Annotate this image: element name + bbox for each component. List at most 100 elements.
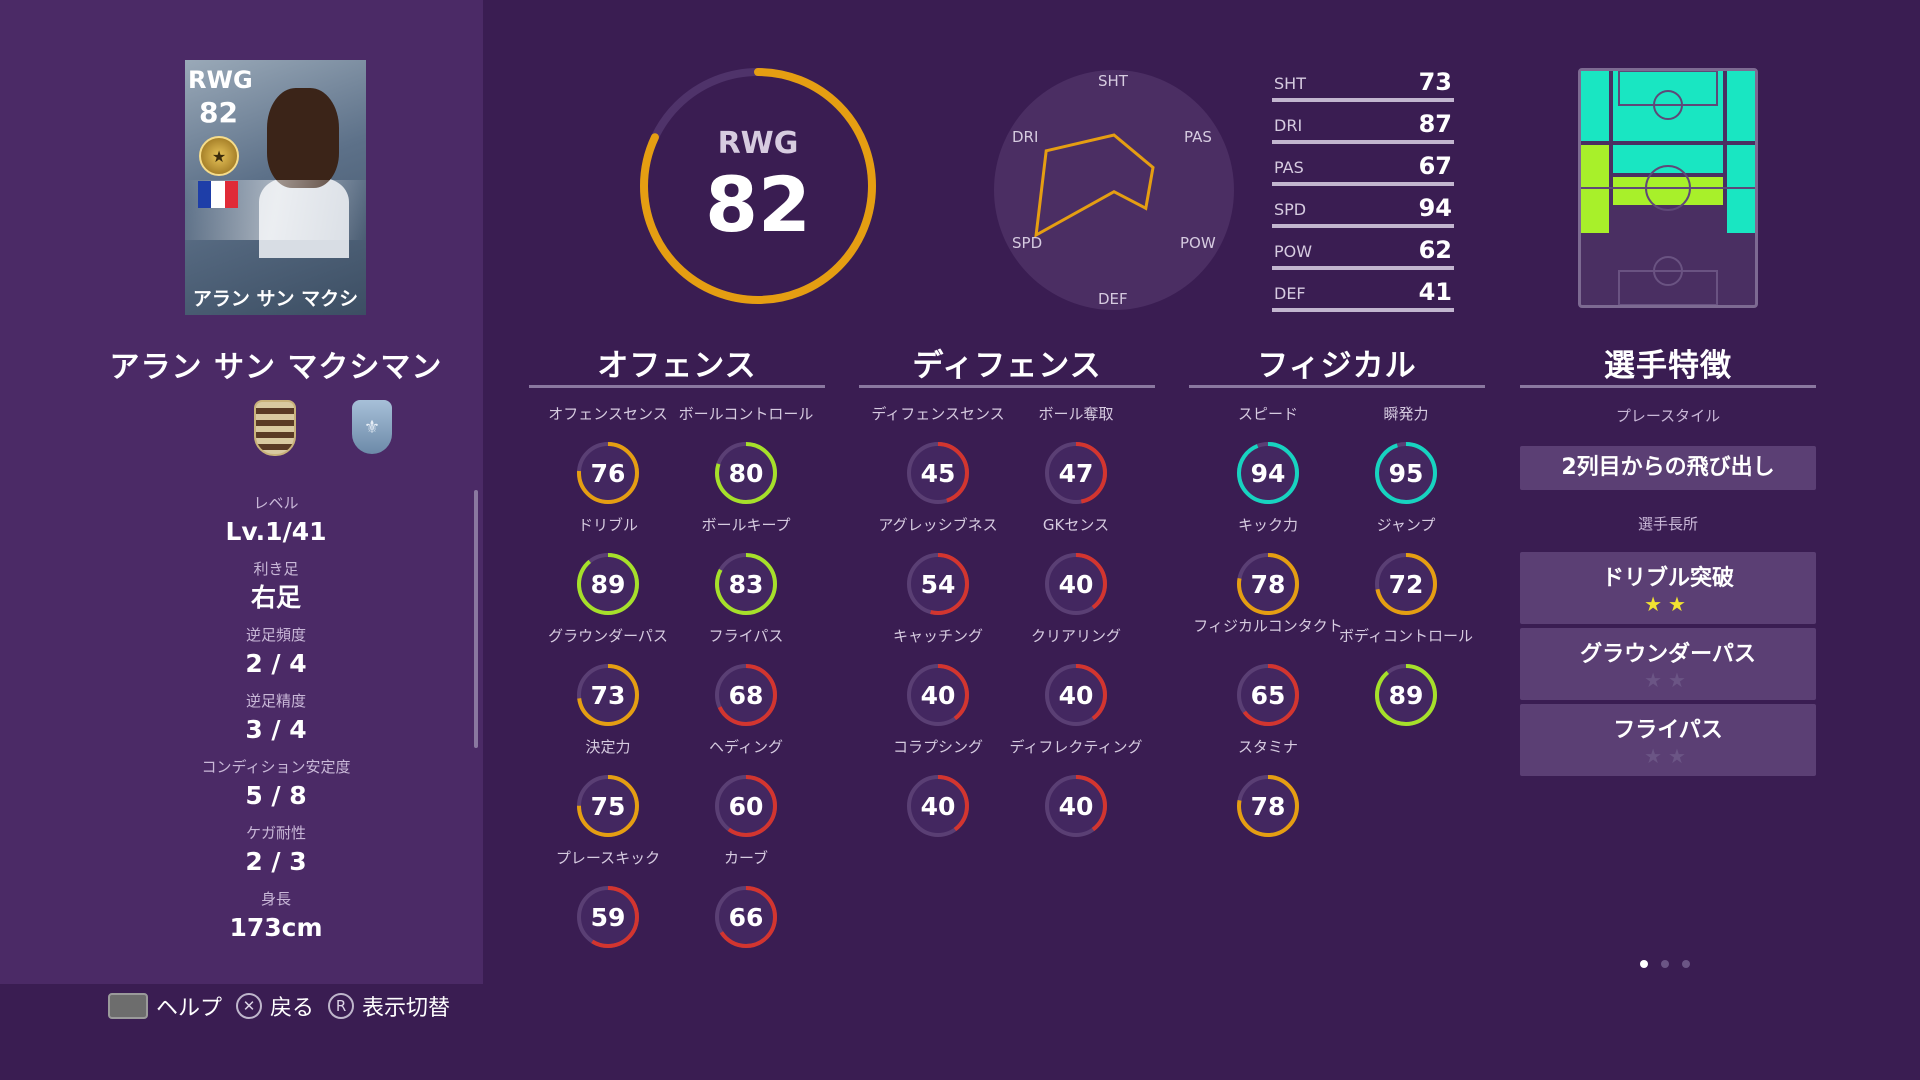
dial-arc xyxy=(715,775,777,837)
r-button-icon: R xyxy=(328,993,355,1019)
overall-position: RWG xyxy=(717,126,799,161)
info-weak-foot-accuracy: 逆足精度 3 / 4 xyxy=(245,692,307,744)
overall-rating-ring xyxy=(640,68,876,304)
stat-physical-contact: フィジカルコンタクト 65 xyxy=(1193,618,1343,728)
stat-defensive-awareness: ディフェンスセンス 45 xyxy=(863,406,1013,506)
skill-item[interactable]: ドリブル突破 ★★ xyxy=(1520,552,1816,624)
player-profile-list: レベル Lv.1/41 利き足 右足 逆足頻度 2 / 4 逆足精度 3 / 4… xyxy=(0,492,552,954)
radar-background xyxy=(994,70,1234,310)
cross-button-icon: ✕ xyxy=(236,993,263,1019)
dial-arc xyxy=(577,664,639,726)
skill-stars: ★★ xyxy=(1520,744,1816,768)
dial-arc xyxy=(1375,442,1437,504)
dial-arc xyxy=(1045,664,1107,726)
stat-bar-pas: PAS 67 xyxy=(1272,150,1454,192)
radar-shape xyxy=(1034,133,1155,238)
stat-heading: ヘディング 60 xyxy=(671,739,821,839)
stat-gk-catching: キャッチング 40 xyxy=(863,628,1013,728)
stat-bar-pow: POW 62 xyxy=(1272,234,1454,276)
dial-arc xyxy=(715,886,777,948)
radar-label-sht: SHT xyxy=(1098,72,1128,90)
dial-arc xyxy=(1045,775,1107,837)
dial-arc xyxy=(907,553,969,615)
dial-arc xyxy=(715,664,777,726)
info-form: コンディション安定度 5 / 8 xyxy=(201,758,351,810)
player-info-panel: RWG 82 ★ アラン サン マクシマン アラン サン マクシマン ⚜ レベル… xyxy=(0,0,483,984)
physical-underline xyxy=(1189,385,1485,388)
star-icon: ★ xyxy=(1644,744,1668,768)
zone-amf xyxy=(1613,145,1723,173)
featured-badge-icon: ★ xyxy=(199,136,239,176)
player-name: アラン サン マクシマン xyxy=(109,350,443,385)
touchpad-icon xyxy=(108,993,148,1019)
dial-arc xyxy=(1045,442,1107,504)
stat-balance: ボディコントロール 89 xyxy=(1331,628,1481,728)
info-injury-resistance: ケガ耐性 2 / 3 xyxy=(245,824,307,876)
radar-label-def: DEF xyxy=(1098,290,1128,308)
zone-cmf xyxy=(1613,177,1723,205)
dial-arc xyxy=(1237,442,1299,504)
star-icon: ★ xyxy=(1668,592,1692,616)
dial-arc xyxy=(1237,775,1299,837)
info-strong-foot: 利き足 右足 xyxy=(250,560,301,612)
traits-underline xyxy=(1520,385,1816,388)
traits-title: 選手特徴 xyxy=(1604,348,1732,384)
league-logo-icon: ⚜ xyxy=(352,400,392,454)
stat-ball-control: ボールコントロール 80 xyxy=(671,406,821,506)
radar-label-pow: POW xyxy=(1180,234,1216,252)
playstyle-value[interactable]: 2列目からの飛び出し xyxy=(1520,446,1816,490)
skill-item[interactable]: グラウンダーパス ★★ xyxy=(1520,628,1816,700)
stat-bar-sht: SHT 73 xyxy=(1272,66,1454,108)
radar-label-pas: PAS xyxy=(1184,128,1212,146)
page-dot[interactable] xyxy=(1682,960,1690,968)
page-dot[interactable] xyxy=(1640,960,1648,968)
offense-title: オフェンス xyxy=(597,348,757,384)
traits-panel: プレースタイル 2列目からの飛び出し 選手長所 ドリブル突破 ★★ グラウンダー… xyxy=(1520,400,1816,780)
toggle-view-hint[interactable]: R 表示切替 xyxy=(328,990,450,1022)
dial-arc xyxy=(907,664,969,726)
skill-list: ドリブル突破 ★★ グラウンダーパス ★★ フライパス ★★ xyxy=(1520,552,1816,776)
star-icon: ★ xyxy=(1668,744,1692,768)
dial-arc xyxy=(907,442,969,504)
stat-speed: スピード 94 xyxy=(1193,406,1343,506)
defense-underline xyxy=(859,385,1155,388)
player-card: RWG 82 ★ アラン サン マクシマン xyxy=(185,60,366,315)
dial-arc xyxy=(715,553,777,615)
page-dot[interactable] xyxy=(1661,960,1669,968)
back-hint[interactable]: ✕ 戻る xyxy=(236,990,314,1022)
affiliation-icons: ⚜ xyxy=(148,400,468,460)
info-level: レベル Lv.1/41 xyxy=(225,494,327,546)
stat-aggression: アグレッシブネス 54 xyxy=(863,517,1013,617)
dial-arc xyxy=(1045,553,1107,615)
physical-title: フィジカル xyxy=(1257,348,1417,384)
help-hint[interactable]: ヘルプ xyxy=(108,990,222,1022)
skill-stars: ★★ xyxy=(1520,668,1816,692)
stat-offensive-awareness: オフェンスセンス 76 xyxy=(533,406,683,506)
summary-stat-bars: SHT 73 DRI 87 PAS 67 SPD 94 POW 62 DEF 41 xyxy=(1272,66,1454,318)
zone-rwf xyxy=(1727,71,1755,141)
skills-label: 選手長所 xyxy=(1637,515,1698,533)
button-hints: ヘルプ ✕ 戻る R 表示切替 xyxy=(108,990,464,1022)
dial-arc xyxy=(1375,664,1437,726)
playstyle-label: プレースタイル xyxy=(1615,407,1721,425)
dial-arc xyxy=(577,886,639,948)
card-position: RWG xyxy=(188,66,253,94)
page-indicator[interactable] xyxy=(1640,960,1703,968)
skill-item[interactable]: フライパス ★★ xyxy=(1520,704,1816,776)
skill-stars: ★★ xyxy=(1520,592,1816,616)
info-height: 身長 173cm xyxy=(229,890,323,942)
position-pitch-map xyxy=(1578,68,1758,308)
profile-scrollbar[interactable] xyxy=(474,490,478,748)
dial-arc xyxy=(907,775,969,837)
nationality-flag-icon xyxy=(148,408,206,448)
offense-underline xyxy=(529,385,825,388)
stat-gk-clearing: クリアリング 40 xyxy=(1001,628,1151,728)
stat-bar-dri: DRI 87 xyxy=(1272,108,1454,150)
stat-kicking-power: キック力 78 xyxy=(1193,517,1343,617)
dial-arc xyxy=(577,442,639,504)
star-icon: ★ xyxy=(1644,592,1668,616)
stat-jump: ジャンプ 72 xyxy=(1331,517,1481,617)
stat-dribbling: ドリブル 89 xyxy=(533,517,683,617)
stat-acceleration: 瞬発力 95 xyxy=(1331,406,1481,506)
star-icon: ★ xyxy=(1668,668,1692,692)
